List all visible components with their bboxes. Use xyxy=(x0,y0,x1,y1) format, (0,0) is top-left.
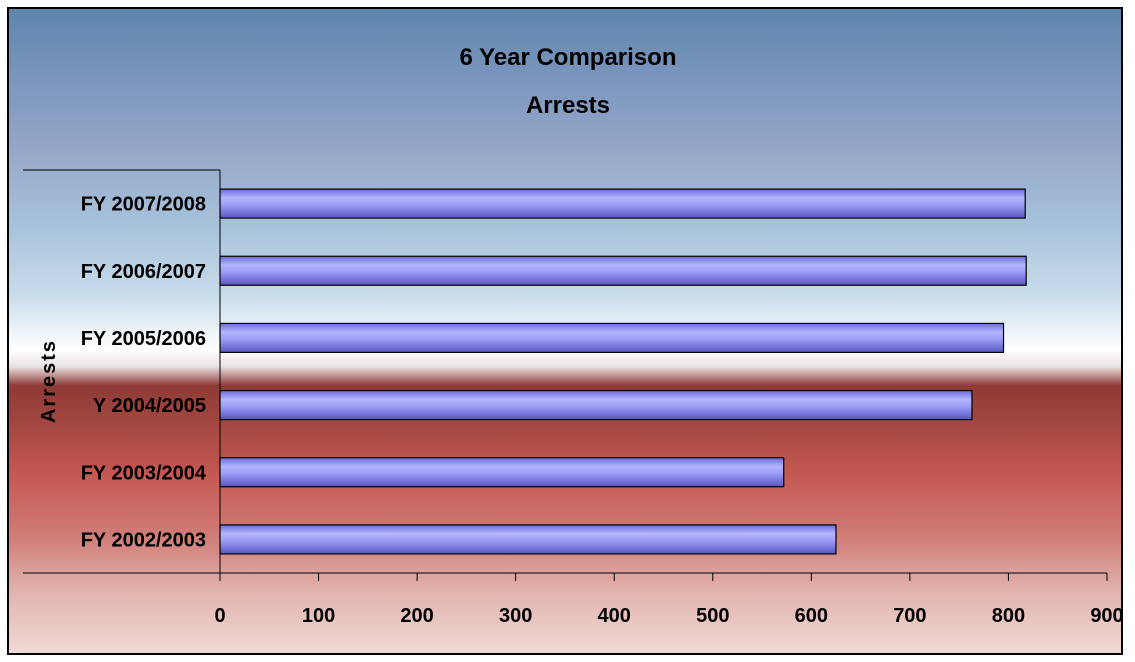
x-tick-label: 400 xyxy=(598,605,631,627)
x-tick-label: 300 xyxy=(499,605,532,627)
bar xyxy=(219,322,1005,354)
x-tick-label: 800 xyxy=(992,605,1025,627)
bar xyxy=(219,524,837,555)
x-tick-label: 600 xyxy=(795,605,828,627)
x-tick-label: 0 xyxy=(214,605,225,627)
x-tick-label: 500 xyxy=(696,605,729,627)
bar-chart: 6 Year Comparison Arrests Arrests 0 100 20… xyxy=(23,44,1123,627)
bar xyxy=(219,457,785,488)
x-tick-label: 900 xyxy=(1090,605,1123,627)
y-axis-title: Arrests xyxy=(38,339,60,423)
x-tick-label: 100 xyxy=(302,605,335,627)
plot-area: 0 100 200 300 400 500 600 700 800 900 FY 2002/2003… xyxy=(23,169,1123,627)
chart-subtitle: Arrests xyxy=(526,92,610,119)
category-label: FY 2007/2008 xyxy=(81,194,206,216)
category-label: FY 2006/2007 xyxy=(81,261,206,283)
chart-frame: 6 Year Comparison Arrests Arrests 0 100 20… xyxy=(7,7,1123,655)
category-label: FY 2005/2006 xyxy=(81,328,206,350)
bar xyxy=(219,188,1026,219)
bar xyxy=(219,389,973,421)
chart-title: 6 Year Comparison xyxy=(460,44,677,71)
bar xyxy=(219,255,1027,286)
x-tick-label: 700 xyxy=(893,605,926,627)
x-tick-label: 200 xyxy=(400,605,433,627)
category-label: Y 2004/2005 xyxy=(93,395,206,417)
category-label: FY 2003/2004 xyxy=(81,462,207,484)
category-label: FY 2002/2003 xyxy=(81,529,206,551)
